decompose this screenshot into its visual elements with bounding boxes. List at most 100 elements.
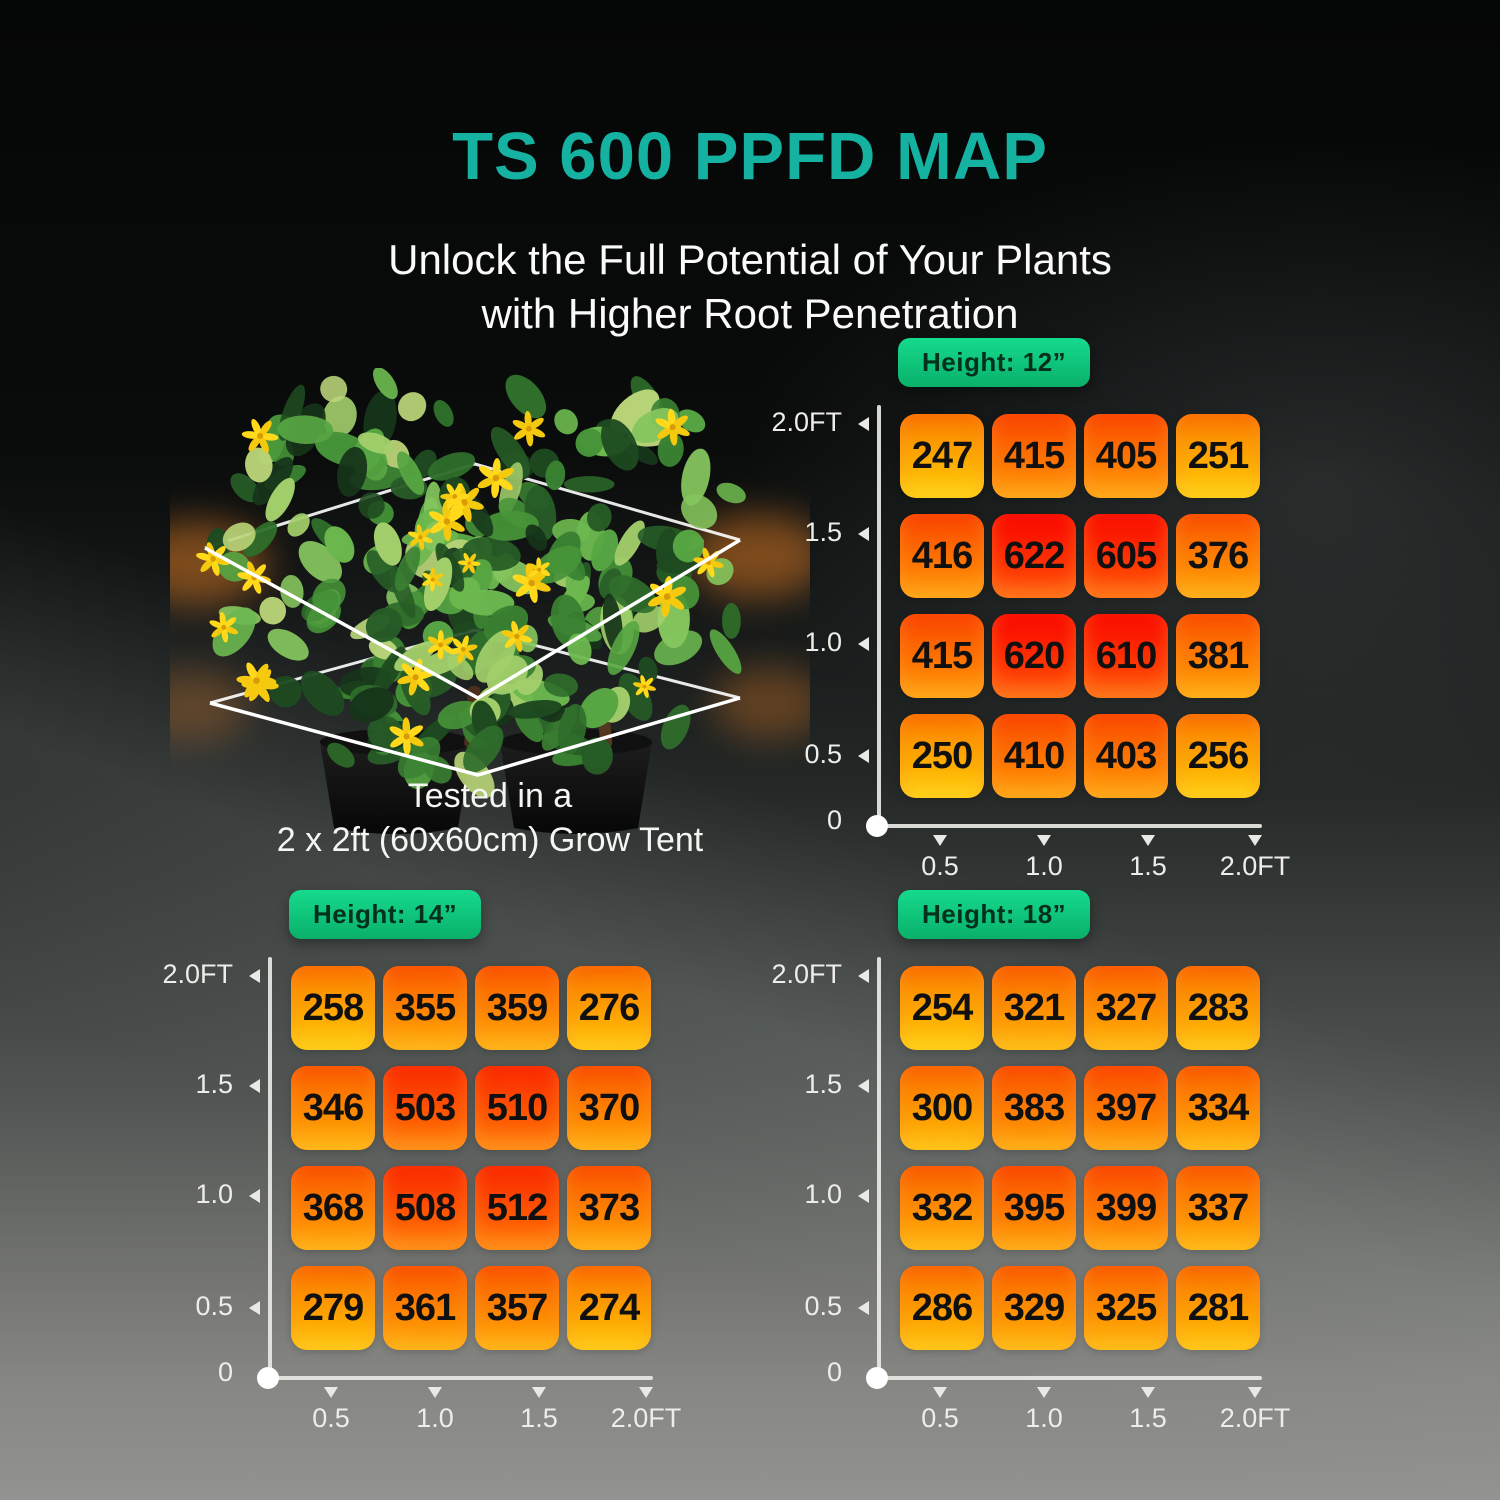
y-axis-label: 1.5 [195, 1069, 233, 1099]
heatmap-cell: 415 [992, 414, 1076, 498]
y-axis-tick-icon [858, 1079, 869, 1093]
flower-icon [501, 620, 533, 652]
heatmap-cell-value: 247 [911, 434, 973, 477]
axis-origin-dot [257, 1367, 279, 1389]
heatmap-cell-value: 395 [1003, 1186, 1065, 1229]
y-axis-label: 1.5 [804, 1069, 842, 1099]
heatmap-cell: 373 [567, 1166, 651, 1250]
heatmap-cell: 361 [383, 1266, 467, 1350]
flower-icon [241, 418, 279, 453]
heatmap-cell: 254 [900, 966, 984, 1050]
y-axis-tick-icon [249, 969, 260, 983]
plant-caption-line-2: 2 x 2ft (60x60cm) Grow Tent [276, 821, 704, 859]
heatmap-cell-value: 357 [486, 1286, 548, 1329]
axis-origin-dot [866, 1367, 888, 1389]
y-axis-tick-icon [858, 749, 869, 763]
x-axis-label: 1.5 [1129, 1403, 1167, 1433]
heatmap-cell: 610 [1084, 614, 1168, 698]
heatmap-cell: 283 [1176, 966, 1260, 1050]
height-badge: Height: 18” [898, 890, 1091, 939]
y-axis-label: 0 [826, 1357, 842, 1387]
heatmap-chart-height-12in: Height: 12” 2.0FT 1.5 1.0 0.5 0 0.5 1.0 1.5 2.0FT… [771, 332, 1340, 907]
heatmap-cell-value: 279 [302, 1286, 364, 1329]
heatmap-cell-value: 346 [302, 1086, 364, 1129]
heatmap-cell: 415 [900, 614, 984, 698]
heatmap-cell: 281 [1176, 1266, 1260, 1350]
heatmap-cell-value: 283 [1187, 986, 1249, 1029]
heatmap-cell-value: 250 [911, 734, 973, 777]
flower-icon [236, 662, 277, 699]
heatmap-cell-value: 415 [911, 634, 973, 677]
heatmap-cell: 359 [475, 966, 559, 1050]
heatmap-cell-value: 416 [911, 534, 973, 577]
y-axis-tick-icon [858, 637, 869, 651]
heatmap-cell-value: 368 [302, 1186, 364, 1229]
flower-icon [389, 717, 424, 756]
flower-icon [427, 630, 454, 660]
heatmap-cell-value: 410 [1003, 734, 1065, 777]
heatmap-cell-value: 332 [911, 1186, 973, 1229]
light-glow [712, 667, 828, 739]
heatmap-cell-value: 329 [1003, 1286, 1065, 1329]
x-axis-label: 0.5 [921, 851, 959, 881]
heatmap-cell: 332 [900, 1166, 984, 1250]
heatmap-cell-value: 300 [911, 1086, 973, 1129]
heatmap-cell-value: 605 [1095, 534, 1157, 577]
heatmap-cell-value: 397 [1095, 1086, 1157, 1129]
heatmap-cell: 605 [1084, 514, 1168, 598]
heatmap-cell: 395 [992, 1166, 1076, 1250]
heatmap-cell-value: 610 [1095, 634, 1157, 677]
heatmap-cell-value: 622 [1003, 534, 1065, 577]
heatmap-cell: 381 [1176, 614, 1260, 698]
y-axis-label: 1.0 [804, 1179, 842, 1209]
y-axis-line [877, 405, 881, 826]
heatmap-cell: 258 [291, 966, 375, 1050]
heatmap-cell: 399 [1084, 1166, 1168, 1250]
subtitle: Unlock the Full Potential of Your Plants… [0, 233, 1500, 341]
heatmap-cell-value: 251 [1187, 434, 1249, 477]
heatmap-cell: 370 [567, 1066, 651, 1150]
y-axis-tick-icon [858, 1301, 869, 1315]
y-axis-line [877, 957, 881, 1378]
heatmap-cell: 403 [1084, 714, 1168, 798]
heatmap-cell-value: 508 [394, 1186, 456, 1229]
heatmap-cell-value: 254 [911, 986, 973, 1029]
heatmap-cell: 355 [383, 966, 467, 1050]
heatmap-cell: 321 [992, 966, 1076, 1050]
flower-icon [440, 483, 470, 510]
y-axis-label: 2.0FT [771, 959, 842, 989]
x-axis-label: 1.5 [1129, 851, 1167, 881]
heatmap-cell: 325 [1084, 1266, 1168, 1350]
heatmap-cell-value: 258 [302, 986, 364, 1029]
x-axis-label: 1.0 [1025, 1403, 1063, 1433]
y-axis-tick-icon [249, 1189, 260, 1203]
flower-icon [448, 635, 478, 664]
heatmap-cell: 337 [1176, 1166, 1260, 1250]
y-axis-label: 1.0 [195, 1179, 233, 1209]
subtitle-line-2: with Higher Root Penetration [481, 290, 1019, 337]
x-axis-label: 1.0 [1025, 851, 1063, 881]
heatmap-cell-value: 281 [1187, 1286, 1249, 1329]
heatmap-cell: 357 [475, 1266, 559, 1350]
heatmap-chart-height-14in: Height: 14” 2.0FT 1.5 1.0 0.5 0 0.5 1.0 1.5 2.0FT… [162, 884, 731, 1459]
heatmap-cell: 250 [900, 714, 984, 798]
y-axis-label: 2.0FT [162, 959, 233, 989]
heatmap-cell: 251 [1176, 414, 1260, 498]
height-badge: Height: 14” [289, 890, 482, 939]
x-axis-tick-icon [933, 835, 947, 846]
heatmap-cell: 503 [383, 1066, 467, 1150]
plant-image [128, 367, 828, 834]
heatmap-cell: 512 [475, 1166, 559, 1250]
heatmap-cell-value: 325 [1095, 1286, 1157, 1329]
x-axis-label: 0.5 [921, 1403, 959, 1433]
flower-icon [528, 557, 551, 583]
y-axis-label: 1.5 [804, 517, 842, 547]
heatmap-cell-value: 399 [1095, 1186, 1157, 1229]
heatmap-cell: 327 [1084, 966, 1168, 1050]
heatmap-cell-value: 321 [1003, 986, 1065, 1029]
heatmap-cell-value: 274 [578, 1286, 640, 1329]
y-axis-label: 2.0FT [771, 407, 842, 437]
heatmap-cell-value: 361 [394, 1286, 456, 1329]
flower-icon [408, 524, 433, 551]
